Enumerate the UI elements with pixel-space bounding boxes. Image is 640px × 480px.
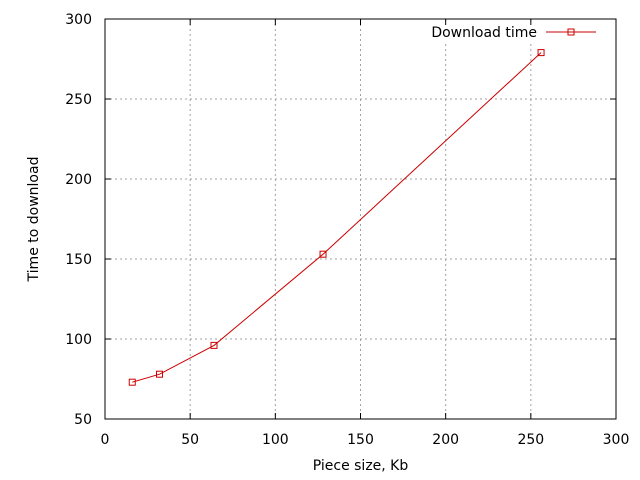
y-tick-label: 100	[65, 332, 92, 348]
x-tick-label: 50	[181, 432, 199, 448]
x-tick-label: 100	[262, 432, 289, 448]
x-axis-label: Piece size, Kb	[313, 458, 409, 474]
y-tick-label: 50	[74, 412, 92, 428]
legend-label: Download time	[431, 25, 537, 41]
x-tick-label: 200	[432, 432, 459, 448]
y-tick-label: 300	[65, 12, 92, 28]
data-point-marker	[128, 378, 136, 386]
legend: Download time	[431, 25, 596, 41]
x-tick-label: 250	[517, 432, 544, 448]
series-line	[132, 52, 542, 383]
x-tick-label: 300	[603, 432, 630, 448]
x-tick-label: 0	[101, 432, 110, 448]
data-point-marker	[156, 370, 164, 378]
series-layer	[128, 49, 545, 386]
y-tick-label: 250	[65, 92, 92, 108]
x-tick-label: 150	[347, 432, 374, 448]
legend-background	[428, 22, 598, 42]
plot-frame	[104, 18, 617, 420]
data-point-marker	[319, 250, 327, 258]
tick-labels: 0 50 100 150 200 250 300 50 100 150 200 250 300	[65, 12, 629, 448]
data-point-marker	[537, 49, 545, 57]
y-tick-label: 200	[65, 172, 92, 188]
y-tick-label: 150	[65, 252, 92, 268]
y-axis-label: Time to download	[26, 157, 42, 283]
data-point-marker	[210, 341, 218, 349]
grid	[105, 19, 616, 419]
legend-marker	[567, 28, 575, 36]
